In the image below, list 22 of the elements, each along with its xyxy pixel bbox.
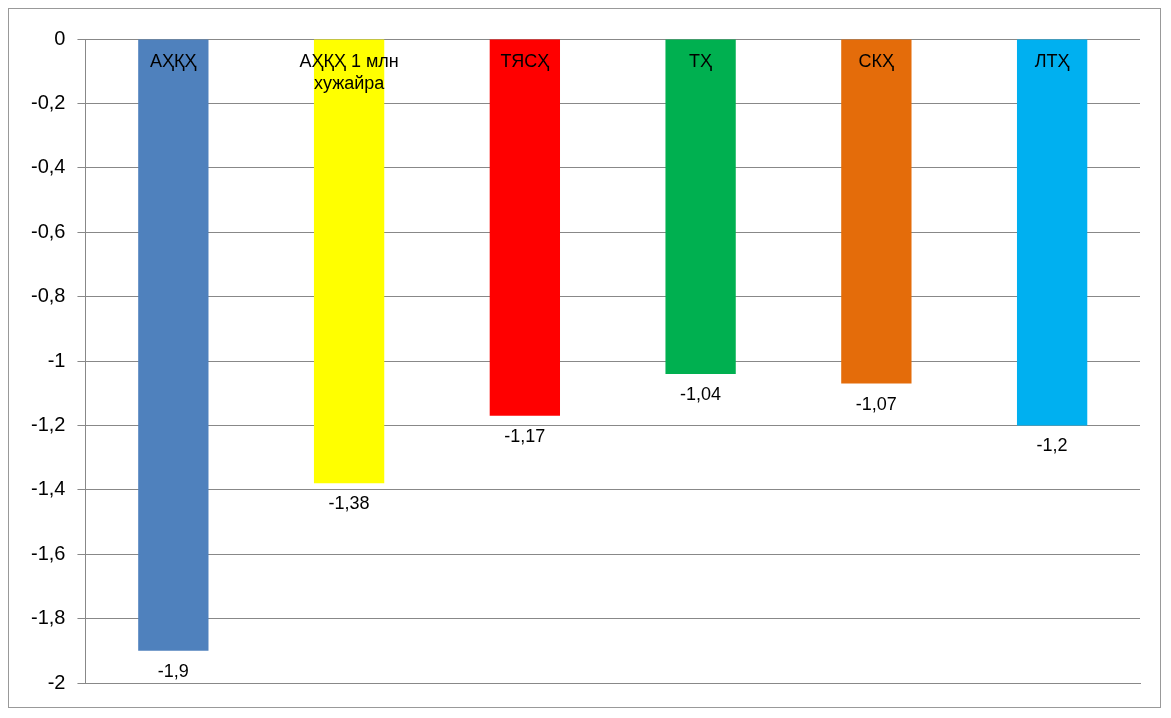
x-tick-label: СКҲ — [858, 50, 895, 71]
data-label: -1,38 — [328, 493, 370, 514]
x-tick-label: ЛТҲ — [1034, 50, 1070, 71]
y-tick-label: -0,6 — [30, 219, 66, 242]
y-tick-label: -2 — [47, 670, 66, 693]
data-label: -1,9 — [157, 660, 189, 681]
y-tick-label: -1,4 — [30, 477, 66, 500]
x-tick-label: ТЯСҲ — [500, 50, 550, 71]
y-tick-label: -0,8 — [30, 284, 66, 307]
data-label: -1,07 — [855, 393, 897, 414]
data-label: -1,2 — [1036, 435, 1068, 456]
y-tick-label: -1,6 — [30, 541, 66, 564]
y-tick-label: -1,8 — [30, 606, 66, 629]
x-tick-label: ТҲ — [689, 50, 713, 71]
y-tick-label: -0,2 — [30, 90, 66, 113]
data-label: -1,17 — [504, 425, 546, 446]
x-tick-label: AҲҚҲ — [150, 50, 197, 71]
y-tick-label: -1 — [47, 348, 66, 371]
y-tick-label: -0,4 — [30, 155, 66, 178]
y-tick-label: -1,2 — [30, 412, 66, 435]
y-tick-label: 0 — [54, 26, 66, 49]
data-label: -1,04 — [680, 383, 722, 404]
